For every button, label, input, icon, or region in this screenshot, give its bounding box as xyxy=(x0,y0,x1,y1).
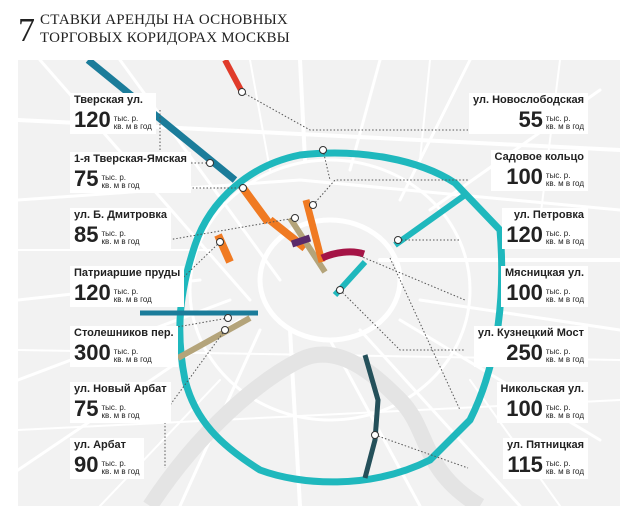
label-novy-arbat: ул. Новый Арбат 75 тыс. р. кв. м в год xyxy=(70,382,171,423)
label-sadovoe-koltso: Садовое кольцо 100 тыс. р. кв. м в год xyxy=(490,150,588,191)
stoleshnikov-route xyxy=(290,234,312,248)
label-name: ул. Б. Дмитровка xyxy=(74,209,168,221)
label-petrovka: ул. Петровка 120 тыс. р. кв. м в год xyxy=(502,208,588,249)
map-svg xyxy=(18,60,620,506)
unit-line-2: кв. м в год xyxy=(101,467,140,476)
label-value: 55 xyxy=(518,107,543,132)
unit-line-2: кв. м в год xyxy=(545,122,584,131)
label-tverskaya: Тверская ул. 120 тыс. р. кв. м в год xyxy=(70,93,156,134)
tverskaya-yamskaya-route xyxy=(239,185,272,225)
label-value: 75 xyxy=(74,396,99,421)
unit-line-2: кв. м в год xyxy=(113,122,152,131)
unit-line-1: тыс. р. xyxy=(545,171,571,180)
header: 7 СТАВКИ АРЕНДЫ НА ОСНОВНЫХ ТОРГОВЫХ КОР… xyxy=(0,0,638,60)
route-markers xyxy=(206,88,402,439)
label-tverskaya-yamskaya: 1-я Тверская-Ямская 75 тыс. р. кв. м в год xyxy=(70,152,191,193)
pyatnitskaya-route xyxy=(362,354,381,479)
label-pyatnitskaya: ул. Пятницкая 115 тыс. р. кв. м в год xyxy=(503,438,588,479)
label-value: 100 xyxy=(506,164,543,189)
label-patriarshie: Патриаршие пруды 120 тыс. р. кв. м в год xyxy=(70,266,185,307)
label-value: 120 xyxy=(506,222,543,247)
unit-line-1: тыс. р. xyxy=(113,287,139,296)
unit-line-1: тыс. р. xyxy=(545,459,571,468)
novoslobodskaya-route xyxy=(222,60,245,94)
arbat-route xyxy=(176,315,252,361)
figure-number: 7 xyxy=(18,12,35,49)
label-value: 120 xyxy=(74,107,111,132)
kuznetsky-route xyxy=(320,248,366,262)
label-value: 120 xyxy=(74,280,111,305)
unit-line-1: тыс. р. xyxy=(101,403,127,412)
title-line-1: СТАВКИ АРЕНДЫ НА ОСНОВНЫХ xyxy=(40,12,288,28)
unit-line-2: кв. м в год xyxy=(545,295,584,304)
label-value: 75 xyxy=(74,166,99,191)
label-name: Тверская ул. xyxy=(74,94,143,106)
label-name: Никольская ул. xyxy=(500,383,585,395)
unit-line-2: кв. м в год xyxy=(545,237,584,246)
label-nikolskaya: Никольская ул. 100 тыс. р. кв. м в год xyxy=(496,382,588,423)
label-name: 1-я Тверская-Ямская xyxy=(74,153,187,165)
label-name: ул. Кузнецкий Мост xyxy=(477,327,584,339)
unit-line-1: тыс. р. xyxy=(545,347,571,356)
garden-ring-route xyxy=(176,149,506,486)
label-myasnitskaya: Мясницкая ул. 100 тыс. р. кв. м в год xyxy=(501,266,588,307)
label-value: 115 xyxy=(507,452,543,477)
label-name: Столешников пер. xyxy=(74,327,174,339)
label-value: 100 xyxy=(506,396,543,421)
label-name: ул. Новослободская xyxy=(473,94,584,106)
label-arbat: ул. Арбат 90 тыс. р. кв. м в год xyxy=(70,438,144,479)
unit-line-2: кв. м в год xyxy=(101,237,140,246)
label-name: ул. Пятницкая xyxy=(507,439,584,451)
unit-line-1: тыс. р. xyxy=(545,229,571,238)
label-name: ул. Новый Арбат xyxy=(74,383,167,395)
label-value: 100 xyxy=(506,280,543,305)
label-name: Садовое кольцо xyxy=(494,151,584,163)
moscow-map: Тверская ул. 120 тыс. р. кв. м в год 1-я Т… xyxy=(18,60,620,506)
label-novoslobodskaya: ул. Новослободская 55 тыс. р. кв. м в год xyxy=(469,93,588,134)
unit-line-1: тыс. р. xyxy=(545,403,571,412)
unit-line-1: тыс. р. xyxy=(101,173,127,182)
dmitrovka-route xyxy=(287,216,328,274)
label-name: Мясницкая ул. xyxy=(505,267,584,279)
label-value: 300 xyxy=(74,340,111,365)
unit-line-1: тыс. р. xyxy=(113,347,139,356)
unit-line-2: кв. м в год xyxy=(101,411,140,420)
unit-line-1: тыс. р. xyxy=(101,229,127,238)
unit-line-1: тыс. р. xyxy=(113,114,139,123)
myasnitskaya-route xyxy=(393,192,467,248)
label-stoleshnikov: Столешников пер. 300 тыс. р. кв. м в год xyxy=(70,326,178,367)
label-kuznetsky-most: ул. Кузнецкий Мост 250 тыс. р. кв. м в год xyxy=(473,326,588,367)
unit-line-2: кв. м в год xyxy=(545,411,584,420)
unit-line-2: кв. м в год xyxy=(545,355,584,364)
label-value: 90 xyxy=(74,452,99,477)
unit-line-1: тыс. р. xyxy=(545,114,571,123)
unit-line-2: кв. м в год xyxy=(545,467,584,476)
unit-line-2: кв. м в год xyxy=(113,295,152,304)
label-value: 250 xyxy=(506,340,543,365)
unit-line-2: кв. м в год xyxy=(113,355,152,364)
unit-line-1: тыс. р. xyxy=(101,459,127,468)
label-name: ул. Арбат xyxy=(74,439,127,451)
label-name: ул. Петровка xyxy=(513,209,584,221)
river xyxy=(143,346,485,506)
unit-line-1: тыс. р. xyxy=(545,287,571,296)
label-value: 85 xyxy=(74,222,99,247)
label-name: Патриаршие пруды xyxy=(74,267,181,279)
title-line-2: ТОРГОВЫХ КОРИДОРАХ МОСКВЫ xyxy=(40,30,290,46)
unit-line-2: кв. м в год xyxy=(101,181,140,190)
petrovka-route xyxy=(302,199,326,263)
unit-line-2: кв. м в год xyxy=(545,179,584,188)
label-dmitrovka: ул. Б. Дмитровка 85 тыс. р. кв. м в год xyxy=(70,208,172,249)
